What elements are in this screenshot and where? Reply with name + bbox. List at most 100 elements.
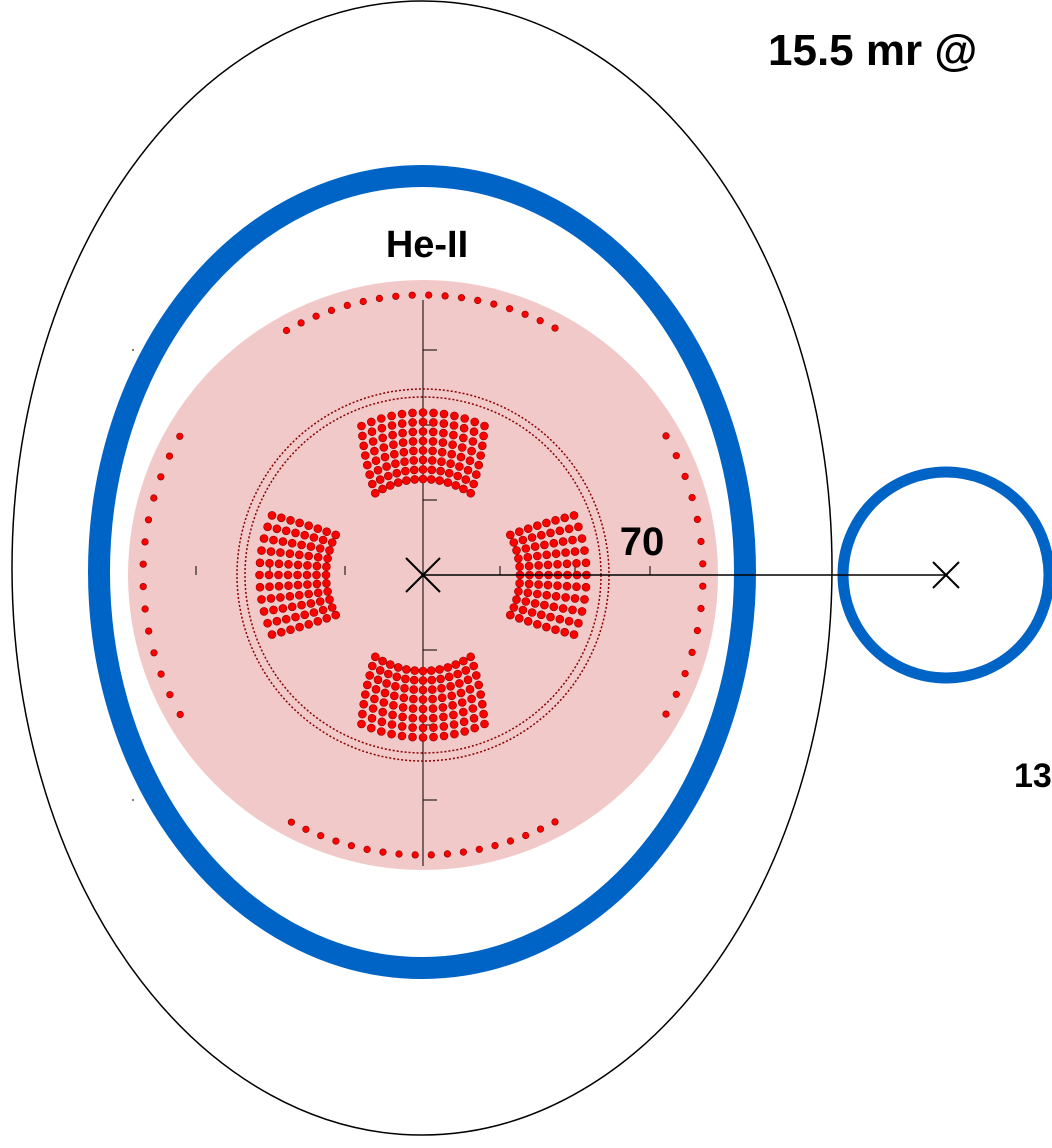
conductor-strand <box>264 570 274 580</box>
conductor-strand <box>331 610 341 620</box>
conductor-strand <box>362 680 372 690</box>
conductor-strand <box>570 594 580 603</box>
conductor-strand <box>564 616 574 626</box>
conductor-strand <box>303 561 312 570</box>
conductor-strand <box>295 518 304 528</box>
busbar-strand <box>139 582 147 591</box>
busbar-strand <box>697 604 705 613</box>
conductor-strand <box>460 414 470 423</box>
busbar-strand <box>165 452 174 460</box>
conductor-strand <box>436 466 445 476</box>
conductor-strand <box>569 630 579 639</box>
conductor-strand <box>276 627 286 637</box>
conductor-strand <box>375 475 385 484</box>
conductor-strand <box>378 484 387 494</box>
conductor-strand <box>283 570 293 580</box>
busbar-strand <box>317 832 325 840</box>
title-fragment: 15.5 mr @ <box>768 26 977 75</box>
conductor-strand <box>555 614 565 624</box>
busbar-strand <box>347 842 356 850</box>
conductor-strand <box>367 713 377 723</box>
conductor-strand <box>418 408 428 417</box>
conductor-strand <box>297 540 306 550</box>
conductor-strand <box>439 409 449 419</box>
helium-vessel-ring <box>88 165 756 979</box>
conductor-strand <box>458 433 468 443</box>
busbar-strand <box>379 848 387 856</box>
conductor-strand <box>427 456 437 465</box>
conductor-strand <box>426 666 436 675</box>
conductor-strand <box>446 681 455 691</box>
conductor-strand <box>543 560 553 570</box>
conductor-strand <box>397 419 407 428</box>
busbar-strand <box>490 300 498 308</box>
conductor-strand <box>255 558 265 568</box>
conductor-strand <box>551 549 561 559</box>
conductor-strand <box>397 722 407 731</box>
conductor-strand <box>461 475 471 484</box>
busbar-strand <box>443 850 452 858</box>
conductor-strand <box>439 731 449 741</box>
conductor-strand <box>553 559 562 569</box>
conductor-strand <box>368 704 378 713</box>
conductor-strand <box>466 652 476 662</box>
conductor-strand <box>408 723 417 732</box>
conductor-strand <box>560 627 570 637</box>
conductor-strand <box>276 513 286 523</box>
conductor-strand <box>376 414 386 423</box>
conductor-strand <box>327 538 337 547</box>
conductor-strand <box>265 582 274 592</box>
conductor-strand <box>471 470 481 479</box>
conductor-strand <box>468 437 478 446</box>
busbar-strand <box>425 291 433 299</box>
conductor-strand <box>399 693 409 703</box>
conductor-strand <box>281 614 291 624</box>
corner-fragment: 13 <box>1014 757 1052 795</box>
busbar-strand <box>282 326 291 335</box>
conductor-strand <box>509 538 519 547</box>
conductor-strand <box>514 613 524 623</box>
conductor-strand <box>331 530 341 540</box>
conductor-strand <box>267 630 277 639</box>
conductor-strand <box>451 660 461 669</box>
conductor-strand <box>366 723 376 733</box>
conductor-strand <box>397 731 407 741</box>
conductor-strand <box>327 603 337 612</box>
conductor-strand <box>267 511 277 520</box>
conductor-strand <box>276 593 285 602</box>
conductor-strand <box>469 479 479 489</box>
conductor-strand <box>418 455 428 465</box>
busbar-strand <box>392 292 400 300</box>
conductor-strand <box>295 622 304 632</box>
conductor-strand <box>542 590 552 600</box>
conductor-strand <box>269 535 278 545</box>
conductor-strand <box>255 582 265 592</box>
conductor-strand <box>471 671 481 680</box>
conductor-strand <box>455 462 464 471</box>
conductor-strand <box>449 421 459 430</box>
conductor-strand <box>274 581 284 591</box>
conductor-strand <box>546 528 555 538</box>
conductor-strand <box>512 595 521 604</box>
conductor-strand <box>322 562 331 572</box>
conductor-strand <box>438 703 448 712</box>
conductor-strand <box>540 540 549 550</box>
conductor-strand <box>568 605 577 615</box>
cryostat-outer-ellipse <box>11 0 833 1136</box>
busbar-strand <box>408 291 416 299</box>
conductor-strand <box>259 607 269 616</box>
conductor-strand <box>418 704 428 714</box>
conductor-strand <box>435 665 444 674</box>
conductor-strand <box>304 619 314 629</box>
conductor-strand <box>459 656 468 666</box>
conductor-strand <box>380 452 390 462</box>
busbar-strand <box>297 319 305 327</box>
busbar-strand <box>157 473 165 481</box>
conductor-strand <box>564 524 574 534</box>
conductor-strand <box>530 542 540 551</box>
conductor-strand <box>312 579 322 589</box>
conductor-strand <box>467 694 476 704</box>
conductor-strand <box>304 589 314 599</box>
busbar-strand <box>157 670 165 678</box>
conductor-strand <box>257 546 266 555</box>
